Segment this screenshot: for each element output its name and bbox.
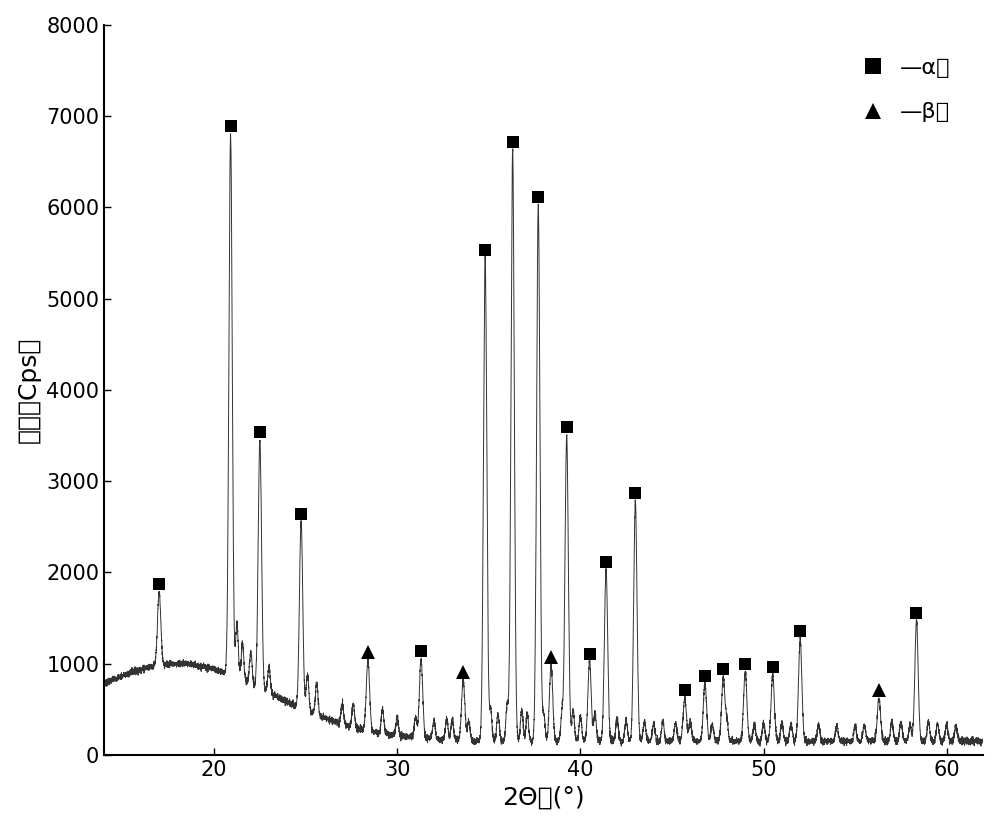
Legend: —α相, —β相: —α相, —β相	[828, 36, 972, 145]
X-axis label: 2Θ角(°): 2Θ角(°)	[502, 786, 585, 809]
Y-axis label: 强度（Cps）: 强度（Cps）	[17, 337, 41, 443]
